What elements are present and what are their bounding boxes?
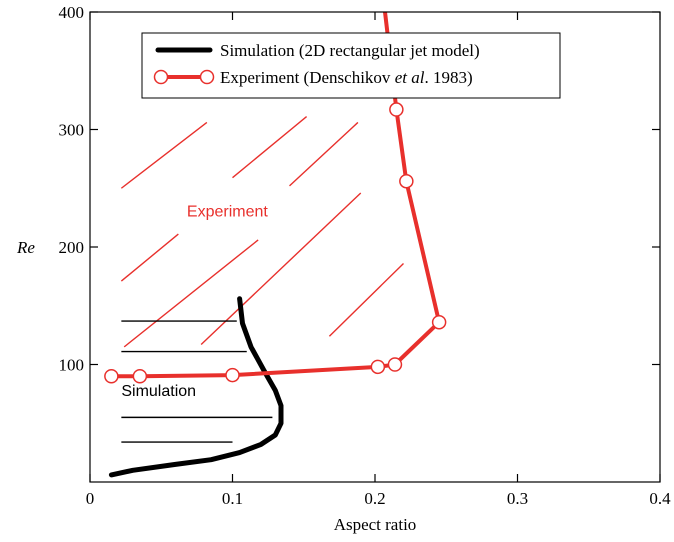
experiment-data-point	[225, 367, 240, 383]
legend-simulation-label: Simulation (2D rectangular jet model)	[220, 41, 480, 60]
legend: Simulation (2D rectangular jet model) Ex…	[141, 32, 561, 99]
region-labels: Experiment Simulation	[121, 203, 268, 400]
y-tick-label: 400	[59, 3, 85, 22]
legend-experiment-label: Experiment (Denschikov et al. 1983)	[220, 68, 473, 87]
legend-experiment-label-suffix: . 1983)	[424, 68, 472, 87]
legend-experiment-marker	[153, 69, 169, 85]
series-layer	[104, 12, 447, 478]
legend-experiment-label-italic: et al	[395, 68, 425, 87]
legend-experiment-marker	[199, 69, 215, 85]
legend-box	[141, 32, 561, 99]
y-tick-label: 300	[59, 121, 85, 140]
experiment-data-point	[387, 357, 403, 372]
experiment-data-point	[389, 102, 404, 117]
y-axis-label: Re	[16, 238, 35, 257]
region-label: Experiment	[187, 203, 268, 220]
y-tick-label: 100	[59, 356, 85, 375]
region-hatching	[120, 116, 404, 443]
experiment-hatch-line	[120, 121, 208, 189]
experiment-hatch-line	[328, 262, 404, 337]
x-tick-label: 0.2	[364, 489, 385, 508]
x-tick-label: 0.1	[222, 489, 243, 508]
x-tick-label: 0.3	[507, 489, 528, 508]
experiment-data-point	[431, 314, 447, 330]
experiment-hatch-line	[200, 192, 362, 346]
experiment-data-point	[399, 173, 414, 189]
experiment-hatch-line	[232, 116, 308, 179]
simulation-series-line	[108, 296, 284, 478]
x-tick-label: 0.4	[649, 489, 671, 508]
experiment-data-point	[132, 369, 148, 384]
legend-experiment-label-plain: Experiment (Denschikov	[220, 68, 395, 87]
experiment-hatch-line	[289, 121, 359, 187]
experiment-data-point	[104, 369, 119, 384]
experiment-hatch-line	[123, 239, 259, 348]
axis-ticks: 0 0.1 0.2 0.3 0.4 100 200 300 400	[59, 3, 672, 508]
experiment-hatch-line	[120, 233, 179, 282]
x-tick-label: 0	[86, 489, 95, 508]
region-label: Simulation	[121, 383, 196, 400]
y-tick-label: 200	[59, 238, 85, 257]
experiment-data-point	[370, 359, 386, 375]
x-axis-label: Aspect ratio	[334, 515, 417, 534]
